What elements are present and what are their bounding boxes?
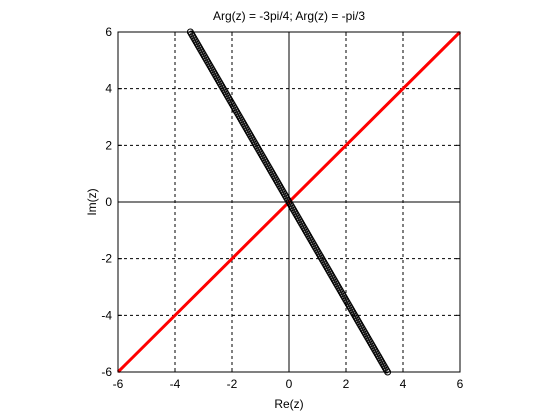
y-tick-label: -4 <box>101 308 112 322</box>
series-layer <box>116 28 462 376</box>
chart-title: Arg(z) = -3pi/4; Arg(z) = -pi/3 <box>213 9 365 23</box>
y-tick-labels: -6 -4 -2 0 2 4 6 <box>101 25 112 379</box>
y-tick-label: 2 <box>105 138 112 152</box>
x-tick-label: -2 <box>227 377 238 391</box>
x-tick-label: 4 <box>400 377 407 391</box>
y-tick-label: -2 <box>101 252 112 266</box>
series-markers-1 <box>186 28 392 376</box>
y-tick-label: 6 <box>105 25 112 39</box>
y-tick-label: 4 <box>105 82 112 96</box>
x-tick-labels: -6 -4 -2 0 2 4 6 <box>113 377 464 391</box>
y-tick-label: -6 <box>101 365 112 379</box>
x-tick-label: -4 <box>170 377 181 391</box>
x-tick-label: 6 <box>457 377 464 391</box>
y-tick-label: 0 <box>105 195 112 209</box>
x-axis-label: Re(z) <box>274 397 303 411</box>
x-tick-label: 2 <box>343 377 350 391</box>
series-line-0 <box>116 30 462 374</box>
tick-marks <box>117 31 461 373</box>
y-axis-label: Im(z) <box>85 188 99 215</box>
x-tick-label: -6 <box>113 377 124 391</box>
x-tick-label: 0 <box>286 377 293 391</box>
